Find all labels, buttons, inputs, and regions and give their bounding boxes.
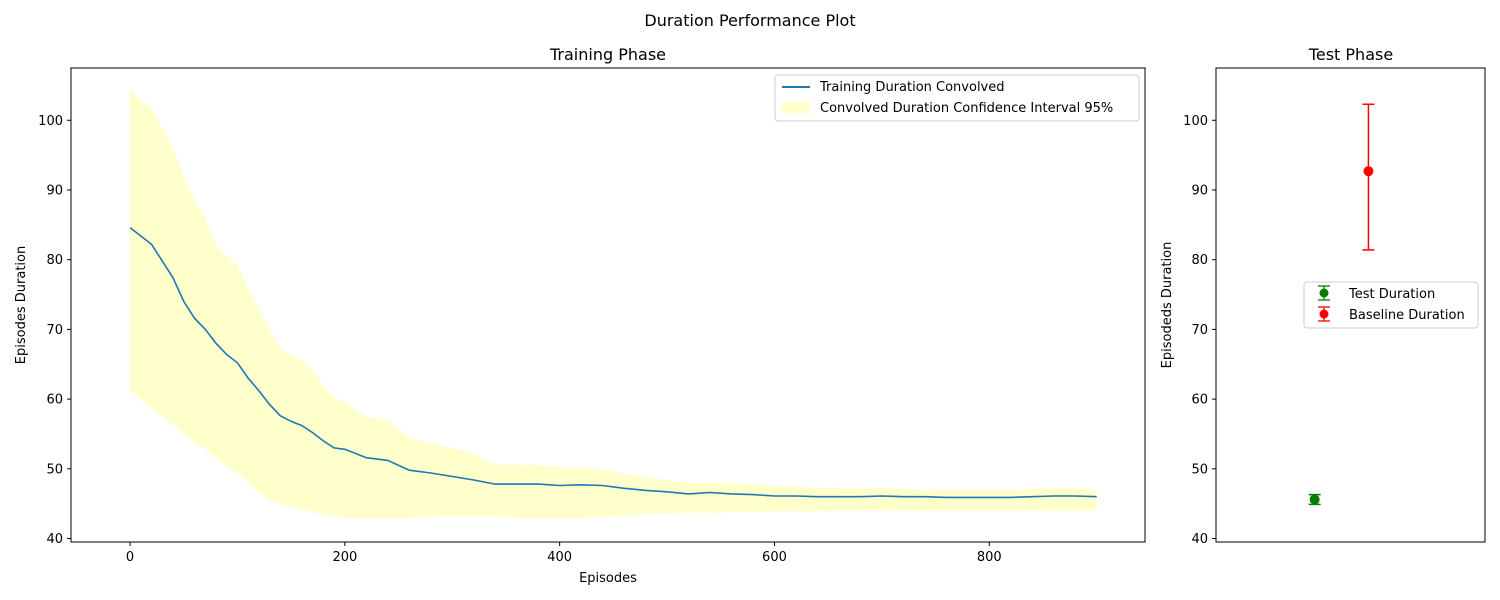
- training-phase-title: Training Phase: [549, 45, 666, 64]
- training-confidence-area-layer: [130, 89, 1097, 518]
- training-y-ticks: 40 50 60 70 80 90 100: [38, 114, 71, 547]
- test-phase-axes: Test Phase 40 50 60 70 80 90 100 Episodeds Dur…: [1160, 45, 1486, 547]
- y-tick-label: 80: [1191, 253, 1208, 268]
- x-tick-label: 600: [762, 550, 787, 565]
- y-tick-label: 40: [1191, 532, 1208, 547]
- training-phase-axes: Training Phase 0 200 400 600 800 40 50 60 70 80 9…: [14, 45, 1146, 586]
- y-tick-label: 70: [46, 323, 63, 338]
- training-legend-area-swatch: [782, 102, 810, 113]
- y-tick-label: 100: [38, 114, 63, 129]
- x-tick-label: 400: [547, 550, 572, 565]
- y-tick-label: 40: [46, 532, 63, 547]
- test-phase-title: Test Phase: [1308, 45, 1393, 64]
- confidence-interval-area: [130, 89, 1097, 518]
- test-points-layer: [1308, 103, 1375, 506]
- test-legend-label-baseline: Baseline Duration: [1349, 308, 1465, 323]
- baseline-duration-point: [1363, 166, 1374, 177]
- training-legend-area-label: Convolved Duration Confidence Interval 9…: [820, 101, 1113, 116]
- training-x-ticks: 0 200 400 600 800: [126, 542, 1002, 565]
- y-tick-label: 60: [1191, 393, 1208, 408]
- y-tick-label: 50: [1191, 462, 1208, 477]
- test-legend: Test Duration Baseline Duration: [1303, 281, 1479, 329]
- test-legend-swatch-baseline: [1318, 306, 1330, 322]
- training-legend-line-label: Training Duration Convolved: [819, 80, 1005, 95]
- y-tick-label: 60: [46, 393, 63, 408]
- training-plot-frame: [70, 67, 1146, 543]
- y-tick-label: 70: [1191, 323, 1208, 338]
- y-tick-label: 80: [46, 253, 63, 268]
- x-tick-label: 800: [977, 550, 1002, 565]
- figure-title: Duration Performance Plot: [644, 11, 855, 30]
- training-x-axis-label: Episodes: [579, 571, 637, 586]
- test-y-ticks: 40 50 60 70 80 90 100: [1183, 114, 1216, 547]
- x-tick-label: 0: [126, 550, 134, 565]
- training-line-layer: [129, 226, 1097, 499]
- test-legend-box: [1303, 281, 1479, 329]
- training-duration-line: [129, 226, 1097, 499]
- test-legend-swatch-test: [1318, 285, 1330, 301]
- y-tick-label: 90: [1191, 183, 1208, 198]
- y-tick-label: 90: [46, 183, 63, 198]
- training-legend: Training Duration Convolved Convolved Du…: [774, 74, 1140, 122]
- x-tick-label: 200: [332, 550, 357, 565]
- y-tick-label: 50: [46, 462, 63, 477]
- y-tick-label: 100: [1183, 114, 1208, 129]
- test-duration-point: [1309, 494, 1320, 505]
- training-legend-box: [774, 74, 1140, 122]
- test-legend-label-test: Test Duration: [1348, 287, 1435, 302]
- test-plot-frame: [1215, 67, 1486, 543]
- training-y-axis-label: Episodes Duration: [14, 246, 29, 364]
- test-y-axis-label: Episodeds Duration: [1160, 242, 1175, 369]
